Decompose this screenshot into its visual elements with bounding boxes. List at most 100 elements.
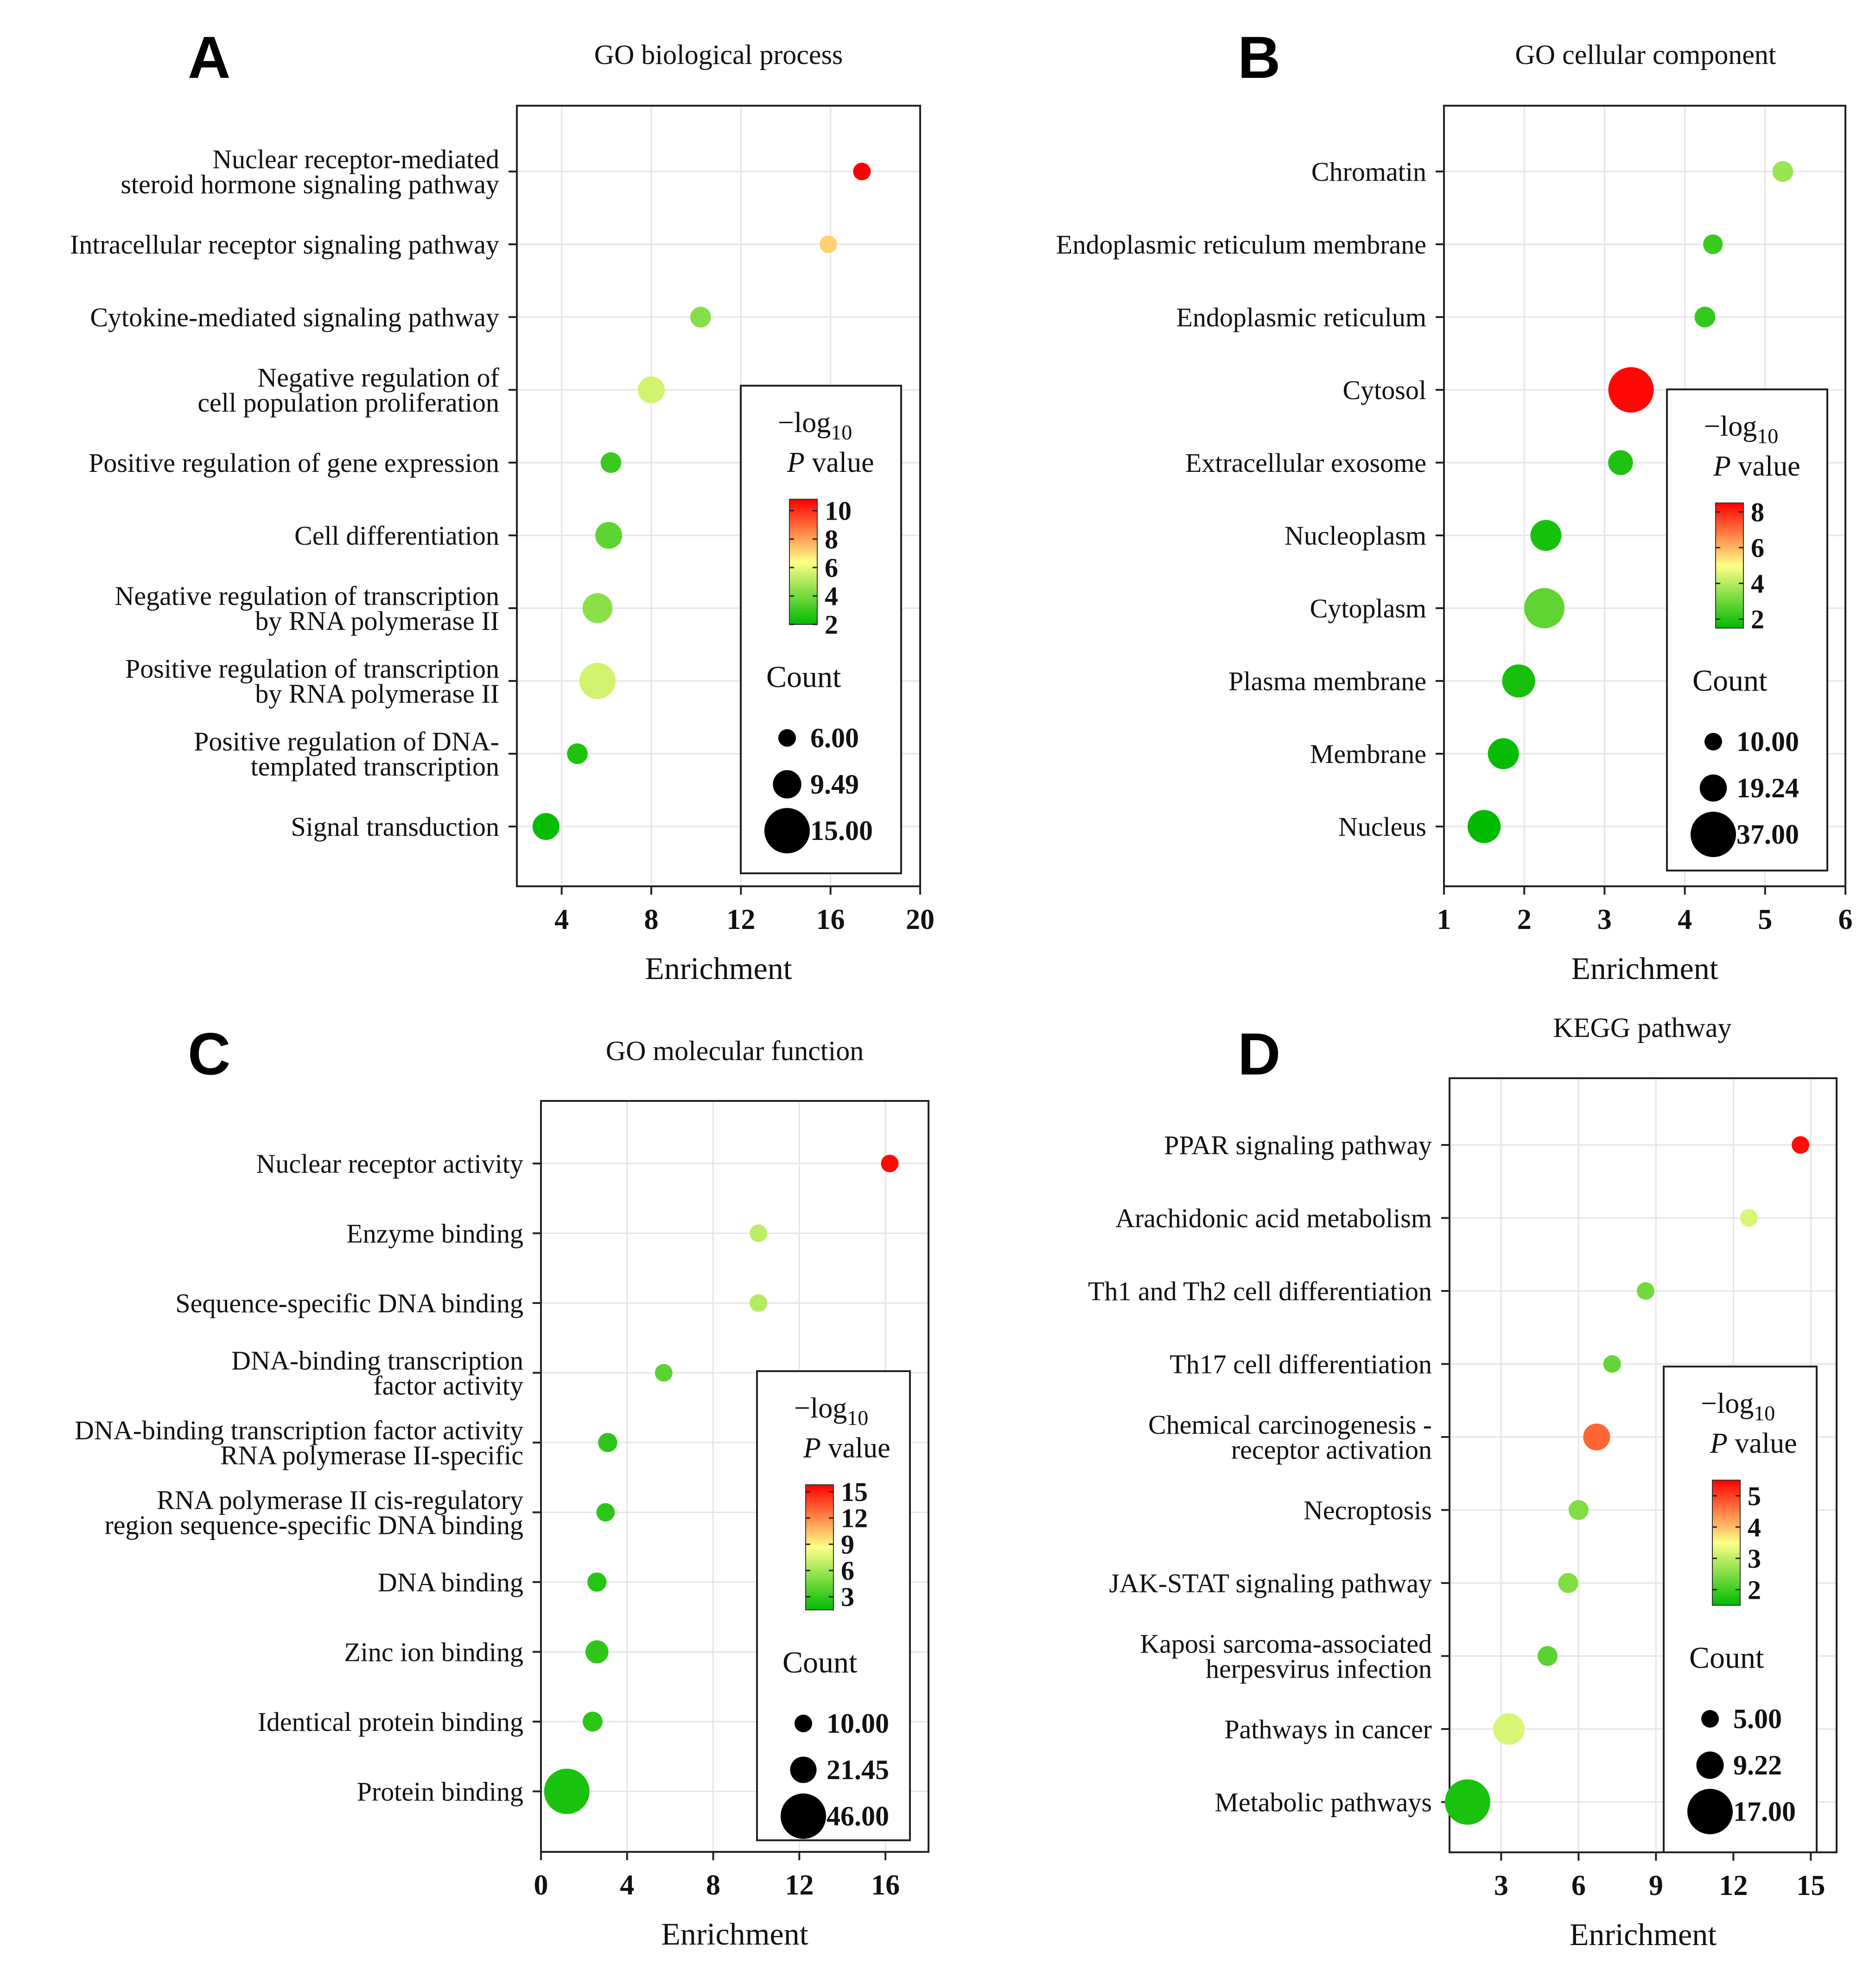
size-legend-label: 19.24 xyxy=(1736,773,1799,803)
size-legend-label: 10.00 xyxy=(827,1708,889,1739)
size-legend-label: 9.22 xyxy=(1733,1750,1782,1780)
x-tick-label: 15 xyxy=(1796,1870,1825,1901)
y-category-label: Enzyme binding xyxy=(346,1219,523,1249)
data-point xyxy=(1703,234,1723,254)
colorbar-tick-label: 2 xyxy=(1748,1575,1761,1605)
data-point xyxy=(1792,1136,1810,1154)
chart-title: GO molecular function xyxy=(606,1036,864,1066)
y-category-label: Chromatin xyxy=(1311,157,1426,187)
x-tick-label: 4 xyxy=(554,904,569,935)
y-axis: PPAR signaling pathway Arachidonic acid m… xyxy=(1088,1130,1450,1818)
x-axis-label: Enrichment xyxy=(1570,1917,1717,1952)
plot-frame xyxy=(540,1100,929,1853)
x-tick-label: 5 xyxy=(1758,904,1772,935)
x-tick-label: 3 xyxy=(1597,904,1612,935)
size-legend-label: 6.00 xyxy=(810,723,859,753)
size-legend-title: Count xyxy=(1692,664,1767,698)
size-legend-dot xyxy=(1691,812,1736,857)
x-axis-label: Enrichment xyxy=(645,951,792,986)
data-points xyxy=(544,1155,899,1814)
data-point xyxy=(853,163,871,180)
y-category-label: by RNA polymerase II xyxy=(255,606,499,636)
colorbar-tick-label: 2 xyxy=(825,610,838,640)
y-category-label: templated transcription xyxy=(251,751,499,782)
y-category-label: receptor activation xyxy=(1231,1435,1432,1465)
colorbar-tick-label: 4 xyxy=(825,581,838,611)
x-tick-label: 16 xyxy=(871,1869,900,1901)
data-point xyxy=(567,743,588,764)
x-axis-label: Enrichment xyxy=(661,1916,808,1952)
y-category-label: Signal transduction xyxy=(291,812,499,842)
y-category-label: JAK-STAT signaling pathway xyxy=(1109,1568,1432,1598)
legend-title-p: P value xyxy=(787,447,874,478)
size-legend-label: 5.00 xyxy=(1733,1704,1782,1734)
data-point xyxy=(690,306,711,328)
x-tick-label: 20 xyxy=(906,904,935,935)
panel-b: B GO cellular component 1 2 3 4 5 6 Enrichment Ch… xyxy=(1056,25,1852,986)
panel-letter: A xyxy=(188,25,230,91)
data-point xyxy=(579,663,616,699)
data-point xyxy=(1608,367,1654,413)
chart-title: GO biological process xyxy=(594,39,843,70)
chart-title: GO cellular component xyxy=(1515,39,1776,70)
colorbar-tick-label: 6 xyxy=(825,553,838,583)
size-legend-dot xyxy=(790,1756,817,1783)
data-point xyxy=(1538,1646,1558,1666)
y-category-label: Cytoplasm xyxy=(1310,593,1426,623)
y-category-label: Th17 cell differentiation xyxy=(1170,1349,1432,1380)
colorbar-tick-label: 9 xyxy=(841,1529,854,1559)
legend-title: −log10 xyxy=(778,407,852,444)
y-category-label: steroid hormone signaling pathway xyxy=(121,169,499,199)
size-legend-title: Count xyxy=(782,1646,857,1679)
x-axis-label: Enrichment xyxy=(1571,951,1718,986)
data-point xyxy=(1568,1500,1589,1520)
colorbar-tick-label: 3 xyxy=(1748,1544,1761,1574)
data-point xyxy=(655,1364,673,1382)
data-point xyxy=(1608,450,1633,475)
colorbar-tick-label: 4 xyxy=(1748,1512,1761,1542)
data-point xyxy=(1502,664,1535,698)
data-point xyxy=(1524,588,1564,629)
x-tick-label: 3 xyxy=(1494,1870,1508,1901)
data-points xyxy=(532,163,871,840)
panel-letter: B xyxy=(1238,25,1280,91)
y-category-label: Positive regulation of DNA- xyxy=(194,726,499,757)
panel-letter: D xyxy=(1238,1021,1280,1087)
data-point xyxy=(532,813,560,840)
size-legend-label: 9.49 xyxy=(810,769,859,800)
y-category-label: region sequence-specific DNA binding xyxy=(104,1510,523,1540)
size-legend-label: 15.00 xyxy=(810,815,873,846)
y-axis: Nuclear receptor activity Enzyme binding S… xyxy=(75,1149,541,1807)
y-category-label: Protein binding xyxy=(357,1777,523,1807)
data-point xyxy=(1637,1282,1655,1300)
legend-title-p: P value xyxy=(803,1432,890,1464)
x-tick-label: 1 xyxy=(1437,904,1451,935)
data-point xyxy=(587,1572,607,1592)
size-legend-label: 10.00 xyxy=(1736,726,1799,757)
y-category-label: Th1 and Th2 cell differentiation xyxy=(1088,1276,1432,1306)
size-legend-dot xyxy=(778,729,796,747)
data-point xyxy=(1772,161,1793,182)
chart-title: KEGG pathway xyxy=(1553,1012,1732,1043)
size-legend-dot xyxy=(1687,1789,1733,1834)
data-point xyxy=(1444,1779,1490,1825)
y-category-label: Arachidonic acid metabolism xyxy=(1115,1203,1432,1233)
size-legend-dot xyxy=(795,1715,812,1732)
plot-frame xyxy=(516,105,921,887)
y-category-label: DNA-binding transcription xyxy=(231,1346,523,1376)
data-point xyxy=(1493,1713,1525,1745)
size-legend-title: Count xyxy=(1689,1641,1764,1675)
y-category-label: Cytosol xyxy=(1343,375,1427,405)
data-point xyxy=(582,1711,603,1732)
data-point xyxy=(881,1155,899,1172)
x-tick-label: 8 xyxy=(644,904,659,935)
data-point xyxy=(750,1294,768,1312)
colorbar-tick-label: 4 xyxy=(1751,569,1764,599)
legend-frame xyxy=(740,385,902,874)
data-point xyxy=(598,1433,617,1452)
x-tick-label: 9 xyxy=(1649,1870,1663,1901)
colorbar-tick-label: 3 xyxy=(841,1582,854,1612)
y-category-label: Plasma membrane xyxy=(1228,666,1426,696)
x-tick-label: 4 xyxy=(620,1869,634,1901)
